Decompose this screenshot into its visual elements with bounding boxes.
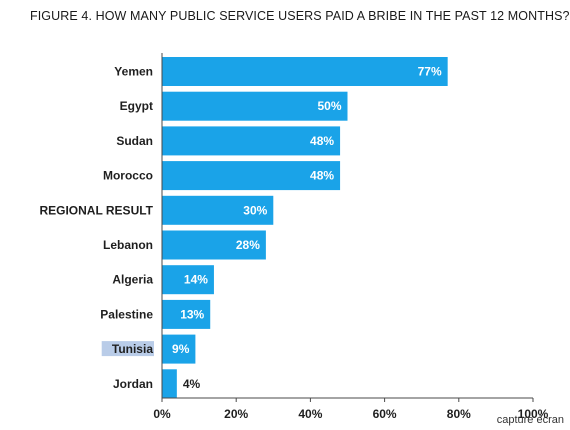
value-label-egypt: 50% — [317, 99, 341, 113]
value-label-sudan: 48% — [310, 134, 334, 148]
image-caption: capture écran — [496, 414, 564, 426]
bar-sudan — [162, 126, 341, 156]
category-label-jordan: Jordan — [113, 377, 153, 391]
value-label-yemen: 77% — [418, 65, 442, 79]
bar-egypt — [162, 91, 348, 121]
x-tick-label-100: 100% — [518, 407, 549, 421]
category-label-palestine: Palestine — [100, 307, 153, 321]
bar-tunisia — [162, 334, 196, 364]
bar-palestine — [162, 299, 211, 329]
value-label-palestine: 13% — [180, 307, 204, 321]
bar-jordan — [162, 369, 177, 399]
category-label-algeria: Algeria — [112, 273, 153, 287]
category-label-regional-result: REGIONAL RESULT — [39, 203, 153, 217]
x-tick-label-80: 80% — [447, 407, 471, 421]
x-tick-label-40: 40% — [298, 407, 322, 421]
bar-regional-result — [162, 195, 274, 225]
category-label-morocco: Morocco — [103, 169, 153, 183]
category-label-sudan: Sudan — [116, 134, 153, 148]
bar-lebanon — [162, 230, 266, 260]
chart-title: FIGURE 4. HOW MANY PUBLIC SERVICE USERS … — [30, 9, 570, 23]
value-label-morocco: 48% — [310, 169, 334, 183]
bar-algeria — [162, 265, 214, 295]
value-label-jordan: 4% — [183, 377, 201, 391]
value-label-tunisia: 9% — [172, 342, 190, 356]
x-tick-label-20: 20% — [224, 407, 248, 421]
bar-morocco — [162, 161, 341, 191]
value-label-lebanon: 28% — [236, 238, 260, 252]
category-label-egypt: Egypt — [120, 99, 153, 113]
category-label-yemen: Yemen — [114, 65, 153, 79]
selection-highlight — [101, 341, 154, 357]
category-label-lebanon: Lebanon — [103, 238, 153, 252]
value-label-regional-result: 30% — [243, 203, 267, 217]
value-label-algeria: 14% — [184, 273, 208, 287]
x-tick-label-60: 60% — [373, 407, 397, 421]
bar-yemen — [162, 57, 448, 86]
category-label-tunisia: Tunisia — [112, 342, 153, 356]
x-tick-label-0: 0% — [153, 407, 171, 421]
